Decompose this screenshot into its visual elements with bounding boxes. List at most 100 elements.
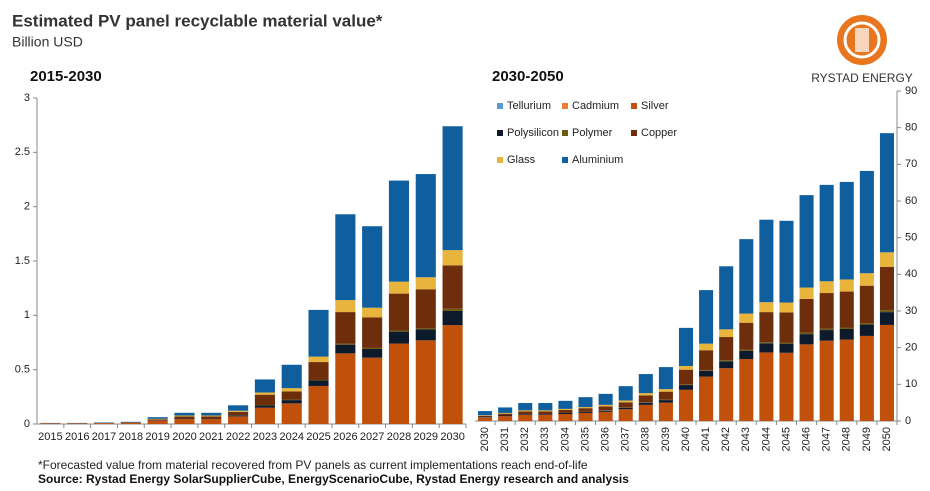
bar-segment — [415, 340, 436, 424]
bar-segment — [415, 329, 436, 341]
bar-segment — [335, 344, 356, 354]
bar-segment — [478, 415, 493, 416]
bar-segment — [442, 265, 463, 309]
x-tick-label: 2030 — [440, 431, 464, 443]
bar-segment — [678, 385, 694, 390]
bar-segment — [498, 416, 513, 421]
bar-segment — [759, 302, 774, 313]
bar-segment — [478, 417, 493, 421]
bar-segment — [859, 170, 874, 274]
bar-segment — [442, 308, 463, 311]
bar-segment — [335, 353, 356, 424]
bar-segment — [598, 410, 613, 412]
y-tick-label: 40 — [905, 268, 917, 280]
bar-segment — [839, 291, 854, 328]
bar-segment — [618, 386, 633, 401]
bar-segment — [719, 360, 734, 362]
bar-segment — [388, 331, 410, 344]
x-tick-label: 2041 — [700, 427, 712, 451]
legend-label: Glass — [507, 154, 536, 166]
y-tick-label: 50 — [905, 232, 917, 244]
bar-segment — [174, 412, 195, 416]
source: Source: Rystad Energy SolarSupplierCube,… — [38, 472, 629, 486]
bar-segment — [518, 410, 533, 412]
x-tick-label: 2024 — [279, 431, 303, 443]
bar-segment — [67, 423, 88, 424]
bar-segment — [538, 410, 553, 412]
bar-segment — [415, 277, 436, 290]
bar-segment — [281, 364, 302, 389]
bar-segment — [578, 408, 593, 412]
bar-segment — [879, 324, 894, 421]
bar-segment — [120, 422, 141, 424]
bar-segment — [819, 281, 834, 294]
bar-segment — [779, 220, 794, 303]
bar-segment — [538, 414, 553, 415]
bar-segment — [228, 415, 249, 417]
bar-segment — [699, 290, 714, 344]
bar-segment — [558, 400, 573, 409]
x-tick-label: 2035 — [579, 427, 591, 451]
y-tick-label: 30 — [905, 305, 917, 317]
bar-segment — [618, 409, 633, 421]
logo-text: RYSTAD ENERGY — [811, 71, 913, 85]
bar-segment — [362, 357, 383, 424]
bar-segment — [598, 406, 613, 411]
bar-segment — [335, 312, 356, 344]
bar-segment — [335, 343, 356, 345]
bar-segment — [147, 419, 168, 421]
bar-segment — [678, 389, 694, 421]
bar-segment — [442, 325, 463, 424]
bar-segment — [558, 410, 573, 413]
x-tick-label: 2033 — [539, 427, 551, 451]
y-tick-label: 0 — [905, 415, 911, 427]
x-tick-label: 2016 — [65, 431, 89, 443]
bar-segment — [201, 419, 222, 424]
bar-segment — [120, 421, 141, 423]
bar-segment — [201, 415, 222, 417]
bar-segment — [819, 340, 834, 421]
legend-label: Polysilicon — [507, 127, 559, 139]
legend-swatch — [562, 103, 568, 109]
bar-segment — [308, 385, 329, 424]
bar-segment — [719, 266, 734, 330]
bar-segment — [598, 411, 613, 421]
y-tick-label: 60 — [905, 195, 917, 207]
bar-segment — [578, 397, 593, 408]
bar-segment — [281, 388, 302, 392]
bar-segment — [538, 414, 553, 421]
bar-segment — [228, 405, 249, 411]
y-tick-label: 20 — [905, 342, 917, 354]
bar-segment — [478, 415, 493, 418]
bar-segment — [308, 309, 329, 357]
x-tick-label: 2026 — [333, 431, 357, 443]
bar-segment — [779, 302, 794, 313]
bar-segment — [415, 174, 436, 278]
bar-segment — [362, 307, 383, 318]
x-tick-label: 2045 — [780, 427, 792, 451]
y-tick-label: 2 — [24, 201, 30, 213]
y-tick-label: 0 — [24, 418, 30, 430]
x-tick-label: 2034 — [559, 427, 571, 451]
bar-segment — [879, 312, 894, 325]
legend-swatch — [497, 157, 503, 163]
bar-segment — [879, 252, 894, 267]
legend-swatch — [631, 130, 637, 136]
bar-segment — [442, 250, 463, 266]
x-tick-label: 2050 — [881, 427, 893, 451]
bar-segment — [201, 412, 222, 416]
page-title: Estimated PV panel recyclable material v… — [12, 11, 383, 30]
x-tick-label: 2031 — [499, 427, 511, 451]
bar-segment — [442, 310, 463, 326]
x-tick-label: 2037 — [620, 427, 632, 451]
bar-segment — [678, 369, 694, 385]
x-tick-label: 2022 — [226, 431, 250, 443]
bar-segment — [799, 298, 814, 333]
y-tick-label: 0.5 — [15, 364, 30, 376]
footnote: *Forecasted value from material recovere… — [38, 458, 588, 472]
bar-segment — [879, 267, 894, 311]
bar-segment — [228, 410, 249, 412]
bar-segment — [254, 407, 275, 424]
x-tick-label: 2044 — [760, 427, 772, 451]
bar-segment — [618, 407, 633, 410]
